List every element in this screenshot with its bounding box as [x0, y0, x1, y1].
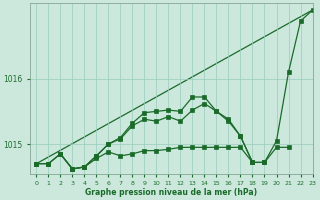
X-axis label: Graphe pression niveau de la mer (hPa): Graphe pression niveau de la mer (hPa)	[85, 188, 258, 197]
